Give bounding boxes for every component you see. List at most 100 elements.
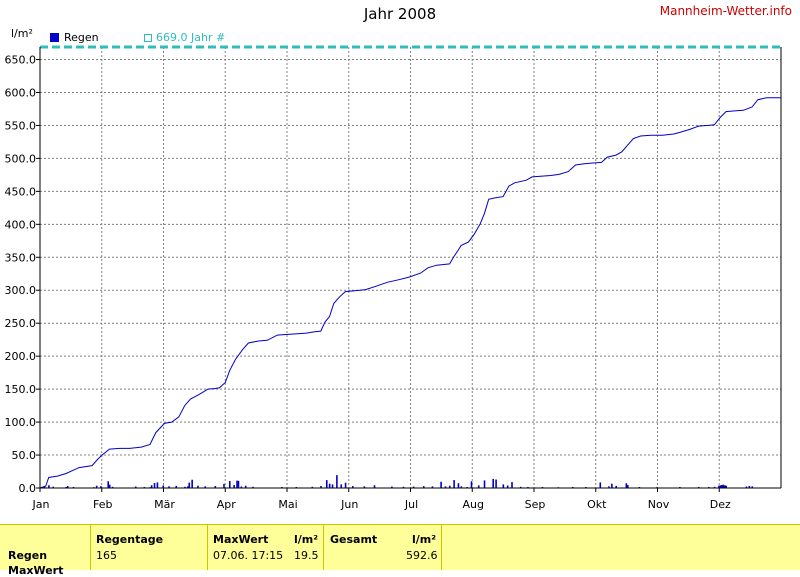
y-tick-label: 300.0 <box>5 284 37 297</box>
y-tick-label: 550.0 <box>5 119 37 132</box>
rain-bar <box>134 486 137 488</box>
rain-bar <box>363 486 366 488</box>
rain-bar <box>66 485 69 488</box>
y-tick-label: 100.0 <box>5 416 37 429</box>
rain-bar <box>611 483 613 488</box>
rain-bar <box>150 485 153 488</box>
rain-bar <box>626 485 629 488</box>
rain-bar <box>336 475 338 488</box>
brand-link[interactable]: Mannheim-Wetter.info <box>659 4 792 18</box>
x-tick-label: Mär <box>154 498 175 511</box>
x-tick-label: Jun <box>340 498 358 511</box>
y-tick-label: 0.0 <box>19 482 37 495</box>
rain-bar <box>233 485 235 488</box>
x-tick-label: Mai <box>278 498 297 511</box>
rain-bar <box>191 479 193 488</box>
rain-bar <box>111 486 114 488</box>
rain-bar <box>470 481 473 488</box>
rain-bar <box>252 486 254 488</box>
rain-bar <box>344 482 347 488</box>
rain-bar <box>506 485 509 488</box>
rain-bar <box>340 484 343 488</box>
x-tick-label: Nov <box>648 498 670 511</box>
rain-bar <box>748 485 751 488</box>
header-max-value: MaxWert <box>213 533 269 546</box>
rain-bar <box>495 479 497 488</box>
rain-bar <box>162 485 165 488</box>
rain-bar <box>511 482 513 488</box>
table-divider <box>90 525 91 570</box>
chart-title: Jahr 2008 <box>363 5 437 23</box>
row-label-regen: Regen <box>8 549 48 562</box>
cumulative-rain-line <box>39 97 781 489</box>
rain-bar <box>719 485 722 488</box>
rain-bar <box>204 486 206 488</box>
rain-bar <box>223 483 225 488</box>
rain-bar <box>722 484 725 488</box>
rain-bar <box>175 485 178 488</box>
x-tick-label: Jan <box>32 498 50 511</box>
y-tick-label: 50.0 <box>12 449 37 462</box>
header-max-unit: l/m² <box>294 533 319 546</box>
rain-bar <box>615 485 618 488</box>
rain-bar <box>402 486 405 488</box>
rain-bar <box>745 486 748 488</box>
rain-bar <box>713 486 716 488</box>
legend-regen-swatch <box>50 33 59 42</box>
row-label-maxwert: MaxWert <box>8 564 64 577</box>
rain-chart: 0.0 50.0 100.0 150.0 200.0 250.0 300.0 350.0 400… <box>5 45 782 511</box>
rain-bar <box>320 486 322 488</box>
rain-bar <box>108 484 111 488</box>
header-total-unit: l/m² <box>412 533 437 546</box>
rain-bar <box>718 485 720 488</box>
rain-bar <box>311 486 314 488</box>
rain-bar <box>95 485 98 488</box>
table-divider <box>441 525 442 570</box>
legend-target: 669.0 Jahr # <box>144 31 225 44</box>
stats-table: Regentage MaxWert l/m² Gesamt l/m² Regen… <box>0 524 800 577</box>
x-tick-label: Dez <box>710 498 731 511</box>
x-tick-label: Apr <box>217 498 237 511</box>
rain-bar <box>197 485 199 488</box>
rain-bar <box>214 486 217 488</box>
rain-bar <box>107 481 110 488</box>
rain-bar <box>483 480 486 488</box>
y-tick-label: 250.0 <box>5 317 37 330</box>
table-divider <box>323 525 324 570</box>
y-tick-label: 650.0 <box>5 54 37 67</box>
value-max-date: 07.06. 17:15 <box>213 549 284 562</box>
value-max: 19.5 <box>294 549 319 562</box>
x-tick-label: Feb <box>93 498 112 511</box>
rain-bar <box>625 483 628 488</box>
y-tick-label: 150.0 <box>5 383 37 396</box>
y-tick-label: 600.0 <box>5 86 37 99</box>
rain-bar <box>184 486 186 488</box>
rain-bar <box>153 483 156 488</box>
x-tick-label: Aug <box>463 498 484 511</box>
rain-bar <box>460 486 463 488</box>
rain-bar <box>43 486 46 488</box>
rain-bar <box>325 480 328 488</box>
rain-bar <box>725 485 728 488</box>
rain-bar <box>187 486 189 488</box>
rain-bar <box>608 486 610 488</box>
legend-target-swatch <box>144 33 152 42</box>
rain-bar <box>237 480 240 488</box>
rain-bar <box>391 486 393 488</box>
legend-regen: Regen <box>50 31 99 44</box>
rain-bar <box>228 481 231 488</box>
rain-bar <box>328 483 331 488</box>
rain-bar <box>431 486 434 488</box>
legend-target-label: 669.0 Jahr # <box>156 31 226 44</box>
rain-bar <box>188 482 191 488</box>
rain-bar <box>412 486 415 488</box>
y-tick-label: 200.0 <box>5 350 37 363</box>
y-tick-label: 350.0 <box>5 251 37 264</box>
value-rain-days: 165 <box>96 549 117 562</box>
rain-bar <box>502 484 505 488</box>
y-tick-label: 450.0 <box>5 185 37 198</box>
rain-bar <box>723 485 726 488</box>
value-total: 592.6 <box>406 549 438 562</box>
rain-bar <box>331 484 334 488</box>
rain-bar <box>422 486 425 488</box>
